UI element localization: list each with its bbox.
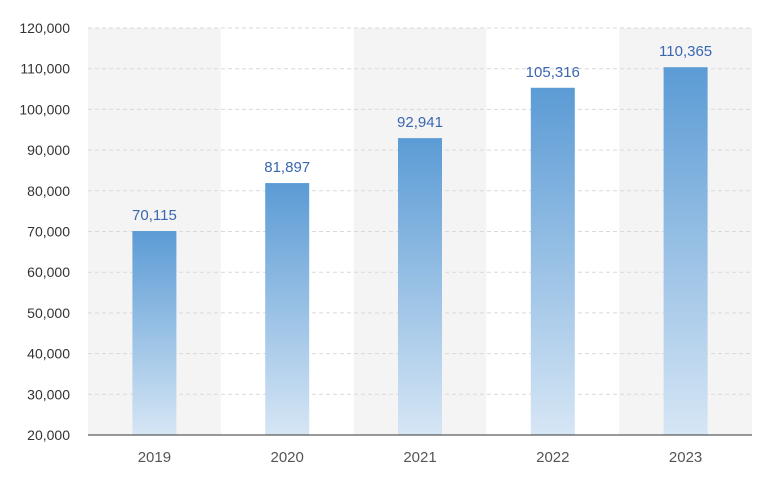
y-axis-ticks: 20,000 30,000 40,000 50,000 60,000 70,000 80,0… [19,20,70,443]
bars [132,67,708,435]
x-axis-ticks: 2019 2020 2021 2022 2023 [138,449,703,466]
data-label: 81,897 [264,159,310,176]
bar-2023 [663,67,708,435]
bar-2020 [265,183,310,435]
y-tick-label: 110,000 [20,61,70,77]
y-tick-label: 80,000 [27,183,70,199]
data-label: 105,316 [526,64,580,81]
y-tick-label: 20,000 [27,427,70,443]
bar-2021 [398,138,442,435]
data-label: 92,941 [397,114,443,131]
y-tick-label: 100,000 [19,101,70,117]
y-tick-label: 60,000 [27,264,70,280]
x-tick-label: 2020 [271,449,304,466]
y-tick-label: 120,000 [19,20,70,36]
bar-2019 [132,231,177,435]
data-label: 70,115 [132,207,177,224]
y-tick-label: 30,000 [27,386,70,402]
x-tick-label: 2021 [403,449,436,466]
data-label: 110,365 [659,43,712,60]
y-tick-label: 40,000 [27,346,70,362]
x-tick-label: 2023 [669,449,702,466]
bar-2022 [530,87,575,435]
y-tick-label: 50,000 [27,305,70,321]
x-tick-label: 2022 [536,449,569,466]
x-tick-label: 2019 [138,449,171,466]
y-tick-label: 90,000 [27,142,70,158]
y-tick-label: 70,000 [27,224,70,240]
data-labels: 70,115 81,897 92,941 105,316 110,365 [132,43,712,224]
